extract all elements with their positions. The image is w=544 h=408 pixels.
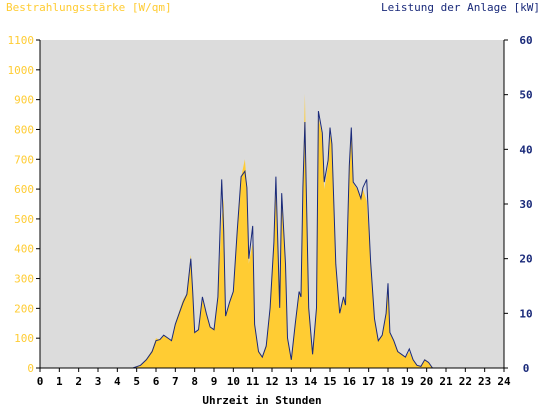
left-tick-label: 400 bbox=[14, 243, 34, 256]
x-tick-label: 2 bbox=[75, 375, 82, 388]
left-tick-label: 300 bbox=[14, 273, 34, 286]
x-tick-label: 12 bbox=[265, 375, 278, 388]
right-tick-labels: 0 10 20 30 40 50 60 bbox=[504, 34, 533, 375]
left-tick-label: 600 bbox=[14, 183, 34, 196]
x-tick-label: 19 bbox=[401, 375, 414, 388]
left-tick-label: 200 bbox=[14, 302, 34, 315]
x-tick-label: 15 bbox=[323, 375, 336, 388]
x-tick-label: 5 bbox=[133, 375, 140, 388]
left-tick-label: 1100 bbox=[8, 34, 35, 47]
x-tick-label: 8 bbox=[191, 375, 198, 388]
irradiance-area bbox=[40, 93, 504, 368]
x-tick-label: 22 bbox=[459, 375, 472, 388]
left-tick-label: 500 bbox=[14, 213, 34, 226]
left-tick-label: 0 bbox=[27, 362, 34, 375]
x-tick-label: 10 bbox=[227, 375, 240, 388]
right-tick-label: 60 bbox=[519, 34, 532, 47]
x-tick-label: 21 bbox=[439, 375, 453, 388]
x-tick-label: 14 bbox=[304, 375, 318, 388]
right-axis-title: Leistung der Anlage [kW] bbox=[381, 1, 540, 14]
left-tick-label: 100 bbox=[14, 332, 34, 345]
x-tick-labels: 0 1 2 3 4 5 6 7 8 9 10 11 12 13 14 15 16 17 18 19 20 21 22 23 24 bbox=[37, 368, 511, 388]
x-tick-label: 1 bbox=[56, 375, 63, 388]
left-tick-label: 1000 bbox=[8, 64, 35, 77]
x-tick-label: 9 bbox=[211, 375, 218, 388]
power-line bbox=[40, 111, 504, 369]
x-tick-label: 4 bbox=[114, 375, 121, 388]
right-tick-label: 10 bbox=[519, 307, 532, 320]
x-tick-label: 17 bbox=[362, 375, 375, 388]
left-tick-label: 700 bbox=[14, 153, 34, 166]
x-tick-label: 13 bbox=[285, 375, 298, 388]
right-tick-label: 20 bbox=[519, 253, 532, 266]
left-tick-label: 800 bbox=[14, 123, 34, 136]
left-tick-label: 900 bbox=[14, 94, 34, 107]
x-axis-label: Uhrzeit in Stunden bbox=[202, 394, 321, 407]
right-tick-label: 50 bbox=[519, 89, 532, 102]
x-tick-label: 6 bbox=[153, 375, 160, 388]
x-tick-label: 0 bbox=[37, 375, 44, 388]
right-tick-label: 30 bbox=[519, 198, 532, 211]
x-tick-label: 11 bbox=[246, 375, 260, 388]
x-tick-label: 24 bbox=[497, 375, 511, 388]
x-tick-label: 20 bbox=[420, 375, 433, 388]
left-tick-labels: 0 100 200 300 400 500 600 700 800 900 1000 1100 bbox=[8, 34, 40, 375]
x-tick-label: 16 bbox=[343, 375, 357, 388]
x-tick-label: 7 bbox=[172, 375, 179, 388]
x-tick-label: 18 bbox=[381, 375, 394, 388]
right-tick-label: 40 bbox=[519, 143, 532, 156]
right-tick-label: 0 bbox=[523, 362, 530, 375]
x-tick-label: 23 bbox=[478, 375, 491, 388]
left-axis-title: Bestrahlungsstärke [W/qm] bbox=[6, 1, 172, 14]
x-tick-label: 3 bbox=[95, 375, 102, 388]
